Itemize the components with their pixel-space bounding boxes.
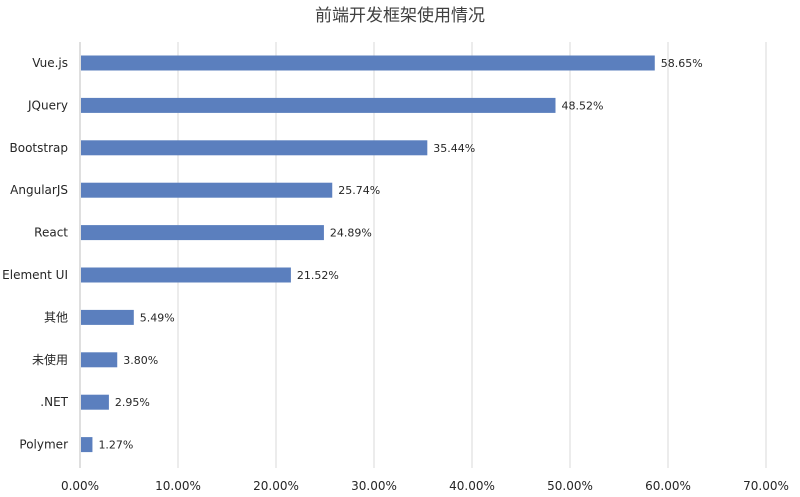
category-label: Element UI (2, 268, 68, 282)
category-label: Bootstrap (10, 141, 68, 155)
data-label: 24.89% (330, 227, 372, 240)
category-label: AngularJS (10, 183, 68, 197)
bar (81, 140, 428, 156)
bar (81, 225, 324, 241)
x-tick-label: 10.00% (155, 479, 201, 493)
category-label: 其他 (44, 310, 68, 324)
x-axis-ticks: 0.00% 10.00% 20.00% 30.00% 40.00% 50.00% 60.00… (61, 479, 789, 493)
bars (81, 55, 655, 453)
data-label: 21.52% (297, 269, 339, 282)
data-label: 58.65% (661, 57, 703, 70)
bar (81, 352, 118, 368)
x-tick-label: 0.00% (61, 479, 99, 493)
data-label: 3.80% (123, 354, 158, 367)
bar (81, 309, 134, 325)
data-label: 35.44% (433, 142, 475, 155)
data-label: 1.27% (98, 439, 133, 452)
chart-title: 前端开发框架使用情况 (315, 5, 485, 26)
x-tick-label: 40.00% (449, 479, 495, 493)
bar (81, 182, 333, 198)
bar (81, 394, 109, 410)
bar (81, 97, 556, 113)
x-tick-label: 60.00% (645, 479, 691, 493)
data-label: 48.52% (561, 99, 603, 112)
category-label: .NET (40, 395, 68, 409)
bar (81, 55, 655, 71)
category-label: JQuery (27, 98, 68, 112)
category-labels: Vue.js JQuery Bootstrap AngularJS React Eleme… (2, 56, 68, 452)
category-label: Polymer (19, 438, 68, 452)
category-label: 未使用 (32, 352, 68, 367)
data-label: 25.74% (338, 184, 380, 197)
data-label: 5.49% (140, 311, 175, 324)
bar (81, 437, 93, 453)
x-tick-label: 70.00% (743, 479, 789, 493)
category-label: React (34, 226, 68, 240)
x-tick-label: 30.00% (351, 479, 397, 493)
x-tick-label: 50.00% (547, 479, 593, 493)
bar (81, 267, 291, 283)
data-labels: 58.65% 48.52% 35.44% 25.74% 24.89% 21.52% 5.49… (98, 57, 702, 452)
category-label: Vue.js (32, 56, 68, 70)
x-tick-label: 20.00% (253, 479, 299, 493)
data-label: 2.95% (115, 396, 150, 409)
gridlines (79, 42, 767, 468)
